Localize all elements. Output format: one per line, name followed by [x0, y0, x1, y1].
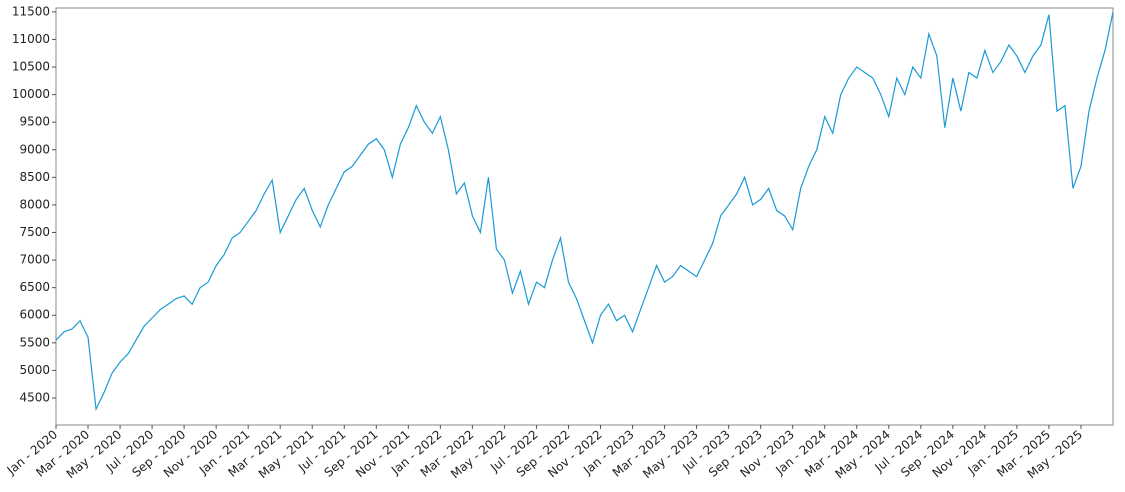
y-tick-label: 11000	[12, 32, 50, 46]
y-tick-label: 5000	[19, 363, 50, 377]
y-tick-label: 11500	[12, 4, 50, 18]
y-tick-label: 10000	[12, 87, 50, 101]
y-tick-label: 7000	[19, 253, 50, 267]
y-tick-label: 5500	[19, 335, 50, 349]
y-tick-label: 9500	[19, 115, 50, 129]
data-line	[56, 11, 1113, 412]
plot-frame	[55, 7, 1114, 426]
y-tick-label: 10500	[12, 60, 50, 74]
y-tick-label: 7500	[19, 225, 50, 239]
y-tick-label: 8500	[19, 170, 50, 184]
y-tick-label: 6000	[19, 308, 50, 322]
y-tick-label: 9000	[19, 142, 50, 156]
y-tick-label: 8000	[19, 197, 50, 211]
y-tick-label: 4500	[19, 390, 50, 404]
y-tick-label: 6500	[19, 280, 50, 294]
